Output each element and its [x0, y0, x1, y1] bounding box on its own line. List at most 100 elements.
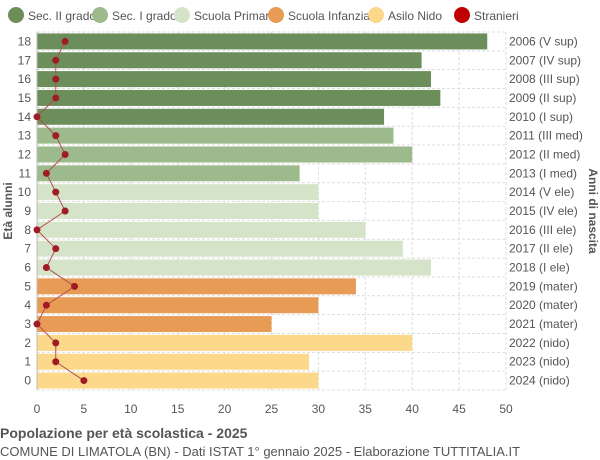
stranieri-point [52, 132, 60, 140]
bar [37, 278, 356, 295]
y-tick-label: 11 [19, 166, 32, 180]
bar [37, 52, 422, 69]
birth-year-label: 2011 (III med) [509, 129, 583, 143]
bar [37, 297, 319, 314]
stranieri-point [33, 226, 41, 234]
stranieri-point [42, 264, 50, 272]
stranieri-point [71, 282, 79, 290]
birth-year-label: 2020 (mater) [509, 298, 578, 312]
legend-marker [92, 7, 108, 23]
legend-marker [268, 7, 284, 23]
stranieri-point [61, 150, 69, 158]
bar [37, 316, 272, 333]
stranieri-point [42, 301, 50, 309]
y-tick-label: 1 [24, 355, 31, 369]
birth-year-label: 2009 (II sup) [509, 91, 576, 105]
legend-label: Scuola Infanzia [288, 9, 370, 23]
x-tick-label: 45 [452, 402, 466, 416]
stranieri-point [52, 339, 60, 347]
x-tick-label: 35 [359, 402, 373, 416]
birth-year-label: 2018 (I ele) [509, 261, 570, 275]
bar [37, 108, 385, 125]
birth-year-label: 2007 (IV sup) [509, 53, 581, 67]
stranieri-point [33, 320, 41, 328]
birth-year-label: 2015 (IV ele) [509, 204, 578, 218]
stranieri-point [61, 37, 69, 45]
bar [37, 165, 300, 182]
y-tick-label: 14 [18, 110, 32, 124]
chart-title: Popolazione per età scolastica - 2025 [0, 425, 248, 441]
birth-year-label: 2010 (I sup) [509, 110, 573, 124]
bar [37, 372, 319, 389]
stranieri-point [61, 207, 69, 215]
bar [37, 240, 403, 257]
bar [37, 221, 366, 238]
legend-marker [454, 7, 470, 23]
y-tick-label: 7 [24, 242, 31, 256]
x-tick-label: 0 [34, 402, 41, 416]
y-tick-label: 15 [18, 91, 32, 105]
stranieri-point [52, 94, 60, 102]
legend-label: Asilo Nido [388, 9, 442, 23]
legend-marker [174, 7, 190, 23]
y-tick-label: 5 [24, 279, 31, 293]
legend-marker [8, 7, 24, 23]
y-tick-label: 0 [24, 374, 31, 388]
stranieri-point [52, 75, 60, 83]
bar [37, 127, 394, 144]
stranieri-point [80, 377, 88, 385]
birth-year-label: 2012 (II med) [509, 147, 580, 161]
bar [37, 353, 310, 370]
bar [37, 71, 431, 88]
y-tick-label: 16 [18, 72, 32, 86]
y-tick-label: 2 [24, 336, 31, 350]
y-tick-label: 3 [24, 317, 31, 331]
birth-year-label: 2017 (II ele) [509, 242, 573, 256]
bar [37, 89, 441, 106]
birth-year-label: 2014 (V ele) [509, 185, 574, 199]
bar [37, 203, 319, 219]
birth-year-label: 2016 (III ele) [509, 223, 576, 237]
x-tick-label: 40 [406, 402, 420, 416]
x-tick-label: 50 [499, 402, 513, 416]
x-tick-label: 15 [171, 402, 185, 416]
y-tick-label: 8 [24, 223, 31, 237]
x-tick-label: 10 [124, 402, 138, 416]
y-tick-label: 10 [18, 185, 32, 199]
y-tick-label: 6 [24, 261, 31, 275]
legend-label: Stranieri [474, 9, 519, 23]
bar [37, 146, 413, 163]
birth-year-label: 2022 (nido) [509, 336, 570, 350]
stranieri-point [52, 358, 60, 366]
stranieri-point [52, 245, 60, 253]
y-tick-label: 17 [18, 53, 32, 67]
bar [37, 259, 431, 276]
stranieri-point [52, 188, 60, 196]
bar [37, 33, 488, 50]
x-tick-label: 25 [265, 402, 279, 416]
stranieri-point [33, 113, 41, 121]
birth-year-label: 2024 (nido) [509, 374, 570, 388]
legend-marker [368, 7, 384, 23]
stranieri-point [42, 169, 50, 177]
birth-year-label: 2019 (mater) [509, 279, 578, 293]
x-tick-label: 5 [81, 402, 88, 416]
birth-year-label: 2013 (I med) [509, 166, 577, 180]
bar [37, 334, 413, 351]
stranieri-point [52, 56, 60, 64]
legend-label: Sec. II grado [28, 9, 96, 23]
chart-svg: Sec. II grado Sec. I grado Scuola Primaria… [1, 7, 600, 416]
x-tick-label: 30 [312, 402, 326, 416]
y-tick-label: 13 [18, 129, 32, 143]
chart-subtitle: COMUNE DI LIMATOLA (BN) - Dati ISTAT 1° … [0, 444, 521, 459]
birth-year-label: 2008 (III sup) [509, 72, 580, 86]
x-tick-label: 20 [218, 402, 232, 416]
bar [37, 184, 319, 201]
y-axis-right-title: Anni di nascita [586, 168, 600, 254]
birth-year-label: 2006 (V sup) [509, 34, 578, 48]
y-tick-label: 18 [18, 34, 32, 48]
legend-label: Sec. I grado [112, 9, 177, 23]
y-tick-label: 12 [18, 147, 32, 161]
birth-year-label: 2021 (mater) [509, 317, 578, 331]
